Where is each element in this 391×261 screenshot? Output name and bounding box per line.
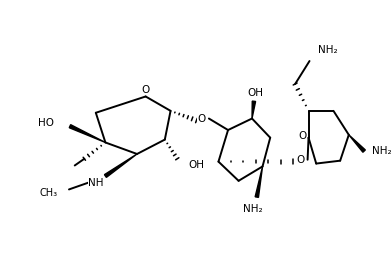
Text: OH: OH [189, 159, 205, 169]
Polygon shape [69, 125, 106, 143]
Text: O: O [197, 114, 205, 123]
Polygon shape [349, 135, 365, 152]
Polygon shape [252, 101, 256, 118]
Text: OH: OH [248, 88, 264, 98]
Text: NH₂: NH₂ [318, 45, 338, 55]
Text: O: O [299, 131, 307, 141]
Text: NH: NH [88, 178, 104, 188]
Text: O: O [297, 155, 305, 165]
Text: O: O [142, 85, 150, 95]
Text: NH₂: NH₂ [372, 146, 391, 156]
Polygon shape [104, 154, 137, 177]
Polygon shape [255, 167, 262, 197]
Text: CH₃: CH₃ [39, 188, 57, 198]
Text: HO: HO [38, 118, 54, 128]
Text: NH₂: NH₂ [243, 204, 263, 213]
